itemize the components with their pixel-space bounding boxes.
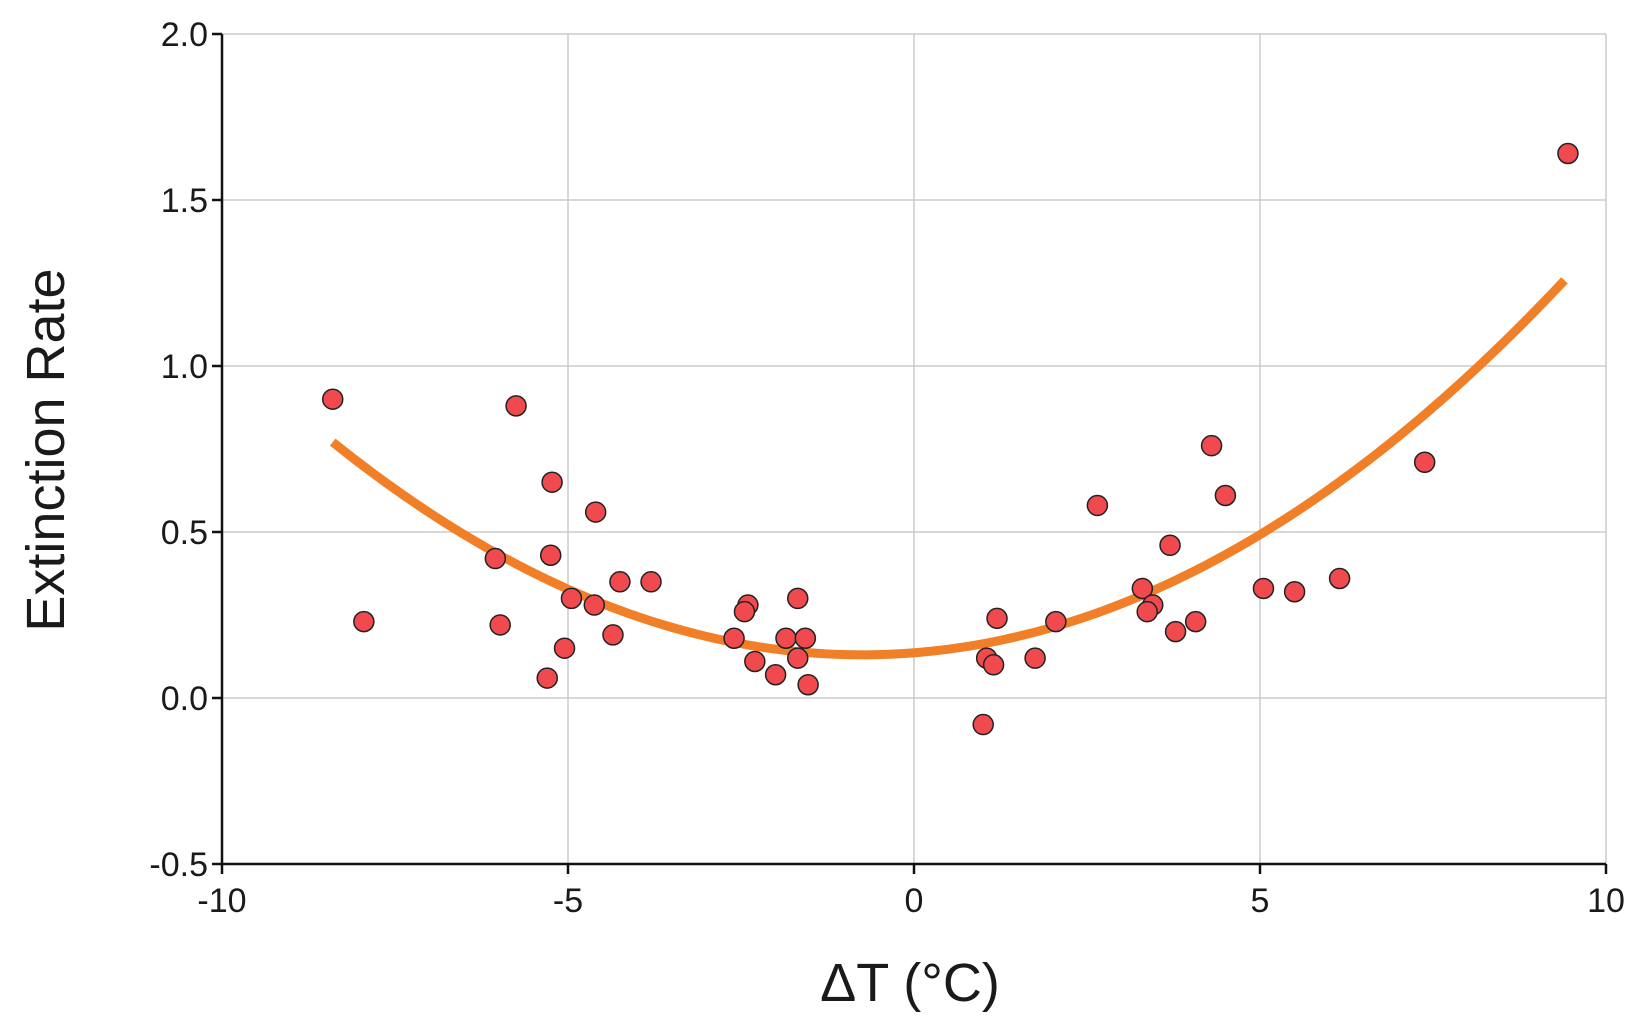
data-point [560,587,583,610]
x-tick-label: 0 [905,882,924,920]
data-point [1086,494,1109,517]
axes: -10 -5 0 5 10 -0.5 0.0 0.5 1.0 1.5 2.0 [149,16,1625,920]
data-point [640,571,662,593]
data-point [794,627,817,649]
y-tick-label: 1.0 [161,348,208,386]
data-point [723,627,745,649]
data-point [1184,610,1207,633]
data-point [583,594,606,616]
data-point [1413,451,1436,474]
data-point [484,547,507,570]
data-point [1164,620,1187,643]
x-tick-label: -5 [553,882,583,920]
data-point [321,388,344,410]
data-point [505,395,527,417]
grid-lines [221,33,1607,865]
data-point [536,667,558,689]
y-tick-label: 0.5 [161,514,208,552]
data-point [744,650,766,673]
data-point [1159,534,1181,557]
data-point [775,627,797,649]
fit-curve-group [329,277,1568,660]
data-point [786,587,809,610]
data-point [353,610,375,633]
y-tick-label: 0.0 [161,680,208,718]
data-point [1136,600,1158,623]
data-point [982,654,1005,676]
data-point [584,501,607,523]
x-tick-label: 5 [1251,882,1270,920]
data-point [489,614,511,636]
x-tick-label: -10 [197,882,246,920]
y-tick-label: 2.0 [161,16,208,54]
data-point [1557,142,1579,165]
data-point [602,624,624,646]
data-point [1328,567,1351,590]
data-point [539,544,562,566]
data-point [541,471,563,493]
x-axis-title: ΔT (°C) [820,953,1000,1013]
data-point [1024,647,1046,669]
data-point [553,637,576,659]
data-point [609,571,631,593]
data-point [1214,484,1237,507]
data-point [797,673,819,696]
data-point [972,713,994,736]
data-point [1200,434,1223,457]
data-point [1283,581,1306,603]
y-tick-label: -0.5 [149,846,208,884]
data-point [733,600,756,623]
x-tick-label: 10 [1587,882,1625,920]
data-point [764,664,787,686]
data-point [1131,577,1154,600]
data-point [1252,577,1275,600]
data-point [1045,610,1067,633]
data-point [986,607,1008,630]
fit-curve [329,277,1568,660]
data-point [786,647,809,669]
y-axis-title: Extinction Rate [16,268,76,631]
y-tick-label: 1.5 [161,182,208,220]
data-points [321,142,1579,736]
